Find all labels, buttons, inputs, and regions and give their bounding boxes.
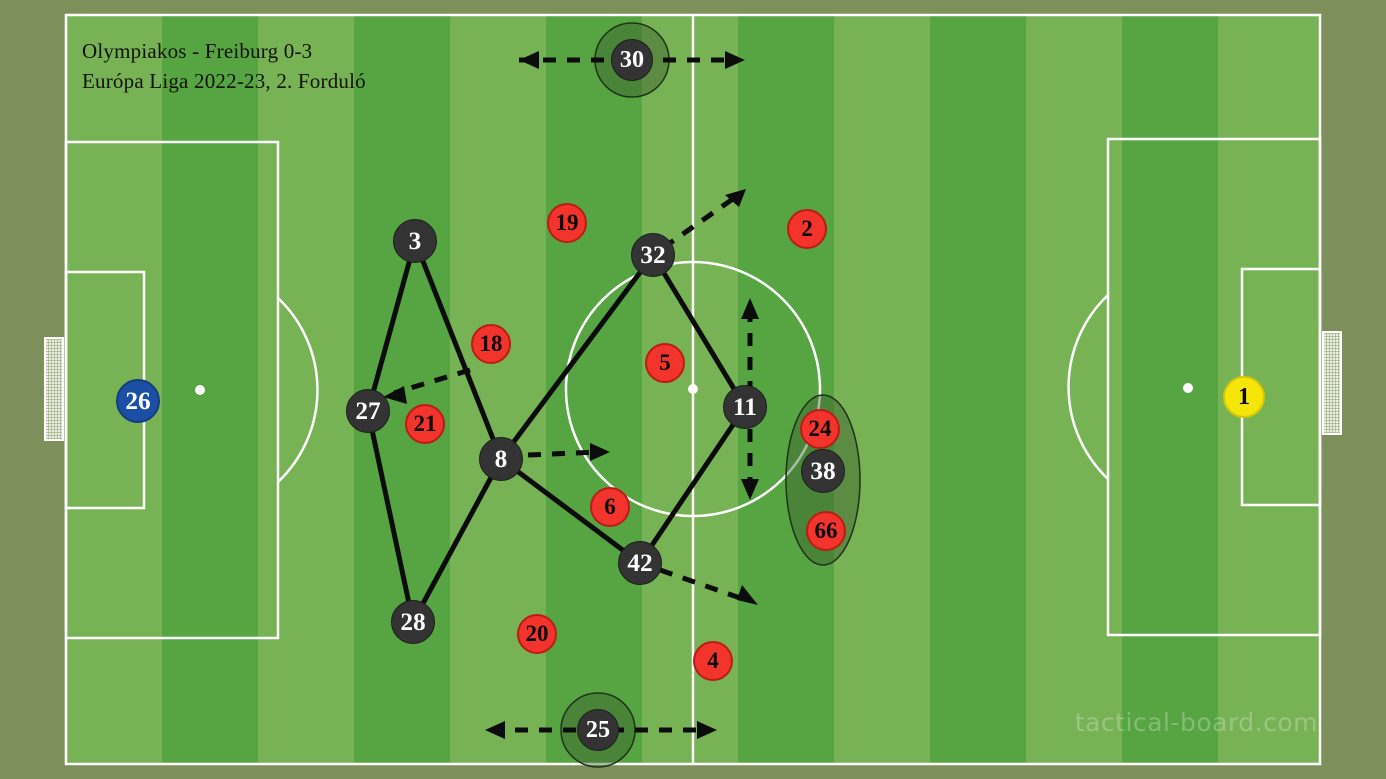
player-token-dark-42[interactable]: 42 [618,541,662,585]
penalty-spot-right [1183,383,1193,393]
player-token-red-5[interactable]: 5 [645,343,685,383]
arrowhead-42 [737,585,758,605]
arrowhead-25-left [485,721,505,739]
player-token-dark-28[interactable]: 28 [391,600,435,644]
player-token-red-21[interactable]: 21 [405,404,445,444]
arrow-42-line [659,567,747,603]
player-token-red-6[interactable]: 6 [590,487,630,527]
player-token-dark-8[interactable]: 8 [479,437,523,481]
player-token-dark-27[interactable]: 27 [346,389,390,433]
player-token-dark-30[interactable]: 30 [611,39,653,81]
link-32-11 [650,252,748,410]
player-token-red-2[interactable]: 2 [787,209,827,249]
goalkeeper-token-1[interactable]: 1 [1223,376,1265,418]
arrowhead-27 [383,386,407,404]
player-token-red-66[interactable]: 66 [806,511,846,551]
player-token-dark-11[interactable]: 11 [723,385,767,429]
link-11-42 [637,404,748,566]
link-27-28 [365,408,416,625]
arrowhead-11-down [741,479,759,500]
player-token-red-20[interactable]: 20 [517,614,557,654]
player-token-dark-3[interactable]: 3 [393,219,437,263]
player-token-dark-32[interactable]: 32 [631,233,675,277]
penalty-arc-left [277,297,319,483]
link-28-8 [410,456,504,625]
player-token-red-18[interactable]: 18 [471,324,511,364]
link-8-42 [498,456,643,566]
player-token-dark-38[interactable]: 38 [801,449,845,493]
player-token-dark-25[interactable]: 25 [577,709,619,751]
player-token-red-24[interactable]: 24 [800,409,840,449]
penalty-spot-left [195,385,205,395]
arrowhead-30-left [519,51,539,69]
board-title: Olympiakos - Freiburg 0-3 Európa Liga 20… [82,36,366,96]
arrow-8-line [527,449,599,458]
title-line-2: Európa Liga 2022-23, 2. Forduló [82,69,366,93]
arrowhead-32 [725,189,746,207]
player-token-red-4[interactable]: 4 [693,641,733,681]
watermark: tactical-board.com [1074,708,1318,737]
goalkeeper-token-26[interactable]: 26 [116,379,160,423]
arrowhead-8 [590,443,610,461]
link-3-8 [412,238,504,462]
pitch-spots [195,383,1193,395]
link-8-32 [498,252,656,462]
center-spot [688,384,698,394]
arrowhead-30-right [725,51,745,69]
connection-lines [365,238,748,625]
arrow-heads [383,51,759,739]
arrowhead-11-up [741,298,759,319]
title-line-1: Olympiakos - Freiburg 0-3 [82,39,313,63]
arrowhead-25-right [697,721,717,739]
player-token-red-19[interactable]: 19 [547,203,587,243]
penalty-arc-right [1067,294,1109,480]
arrow-32-line [661,193,739,251]
center-circle [564,260,822,518]
goal-nets [44,331,1342,441]
link-3-27 [365,238,418,414]
